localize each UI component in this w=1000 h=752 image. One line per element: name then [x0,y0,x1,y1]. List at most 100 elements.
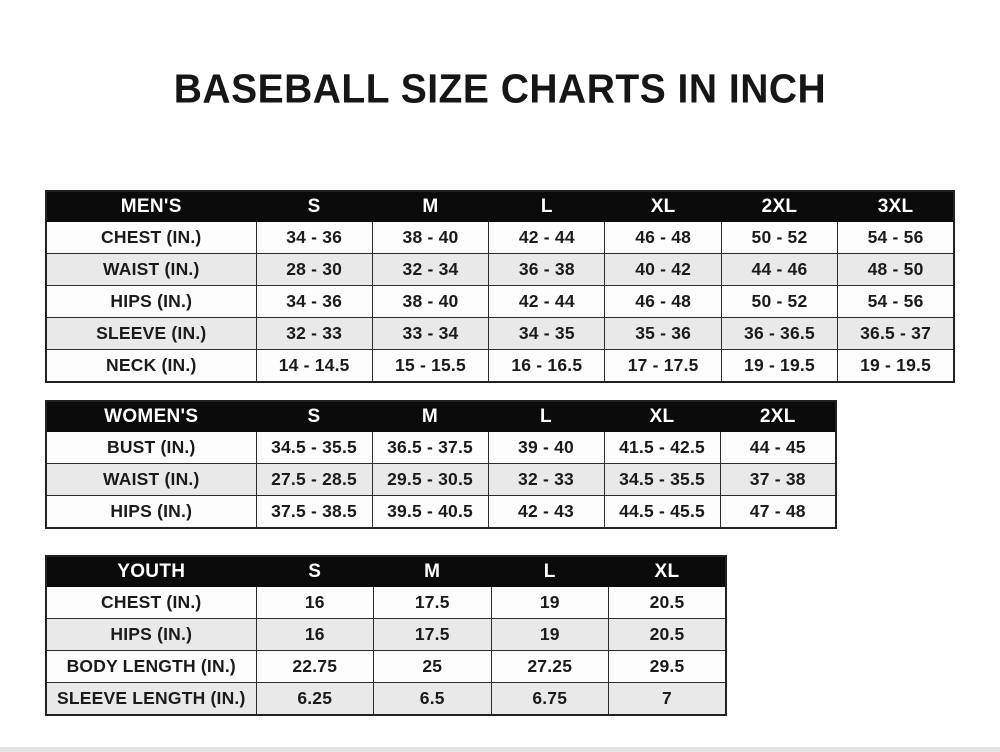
youth-row-label-cell: CHEST (IN.) [45,586,257,619]
youth-header-row: YOUTH S M L XL [45,555,727,587]
womens-size-table: WOMEN'S S M L XL 2XL BUST (IN.) 34.5 - 35.5 36.5… [45,400,837,529]
mens-size-value-cell: 15 - 15.5 [371,349,490,383]
mens-table-row: NECK (IN.) 14 - 14.5 15 - 15.5 16 - 16.5 17 … [45,349,955,383]
mens-size-value-cell: 36 - 36.5 [720,317,839,350]
mens-size-table: MEN'S S M L XL 2XL 3XL CHEST (IN.) 34 - 36 38 - 4… [45,190,955,383]
youth-size-value-cell: 16 [255,586,374,619]
womens-table-row: BUST (IN.) 34.5 - 35.5 36.5 - 37.5 39 - 40 4… [45,431,837,464]
mens-row-label-cell: CHEST (IN.) [45,221,257,254]
womens-size-value-cell: 36.5 - 37.5 [371,431,489,464]
mens-size-value-cell: 38 - 40 [371,285,490,318]
youth-table-row: HIPS (IN.) 16 17.5 19 20.5 [45,618,727,651]
mens-size-value-cell: 33 - 34 [371,317,490,350]
youth-size-value-cell: 27.25 [490,650,609,683]
mens-size-value-cell: 42 - 44 [488,221,606,254]
mens-size-value-cell: 44 - 46 [720,253,839,286]
womens-row-label-cell: BUST (IN.) [45,431,257,464]
youth-row-label-cell: HIPS (IN.) [45,618,257,651]
womens-table-row: WAIST (IN.) 27.5 - 28.5 29.5 - 30.5 32 - 33… [45,463,837,496]
mens-row-label-cell: SLEEVE (IN.) [45,317,257,350]
youth-size-value-cell: 16 [255,618,374,651]
youth-size-header-cell: S [255,555,374,587]
womens-size-header-cell: S [255,400,373,432]
womens-size-value-cell: 32 - 33 [487,463,605,496]
womens-size-value-cell: 44.5 - 45.5 [603,495,721,529]
mens-size-value-cell: 40 - 42 [604,253,722,286]
womens-size-header-cell: L [487,400,605,432]
mens-size-value-cell: 46 - 48 [604,285,722,318]
womens-row-label-cell: WAIST (IN.) [45,463,257,496]
mens-size-value-cell: 19 - 19.5 [837,349,955,383]
youth-size-value-cell: 19 [490,618,609,651]
mens-group-header-cell: MEN'S [45,190,257,222]
womens-header-row: WOMEN'S S M L XL 2XL [45,400,837,432]
youth-size-value-cell: 19 [490,586,609,619]
youth-group-header-cell: YOUTH [45,555,257,587]
womens-size-value-cell: 37.5 - 38.5 [255,495,373,529]
mens-size-header-cell: 3XL [837,190,955,222]
mens-size-value-cell: 34 - 36 [255,285,373,318]
mens-row-label-cell: NECK (IN.) [45,349,257,383]
womens-size-value-cell: 34.5 - 35.5 [255,431,373,464]
mens-size-value-cell: 35 - 36 [604,317,722,350]
page-title: BASEBALL SIZE CHARTS IN INCH [173,67,827,112]
mens-size-value-cell: 50 - 52 [720,285,839,318]
womens-table-row: HIPS (IN.) 37.5 - 38.5 39.5 - 40.5 42 - 43 4… [45,495,837,529]
mens-size-value-cell: 14 - 14.5 [255,349,373,383]
womens-size-value-cell: 39 - 40 [487,431,605,464]
mens-size-header-cell: XL [604,190,722,222]
mens-size-header-cell: 2XL [720,190,839,222]
youth-table-row: CHEST (IN.) 16 17.5 19 20.5 [45,586,727,619]
mens-size-value-cell: 36.5 - 37 [837,317,955,350]
womens-size-value-cell: 41.5 - 42.5 [603,431,721,464]
womens-size-header-cell: 2XL [719,400,837,432]
mens-size-value-cell: 38 - 40 [371,221,490,254]
youth-size-value-cell: 7 [608,682,727,716]
youth-row-label-cell: BODY LENGTH (IN.) [45,650,257,683]
womens-size-value-cell: 29.5 - 30.5 [371,463,489,496]
mens-table-row: WAIST (IN.) 28 - 30 32 - 34 36 - 38 40 - 42 4… [45,253,955,286]
womens-size-value-cell: 34.5 - 35.5 [603,463,721,496]
youth-size-value-cell: 22.75 [255,650,374,683]
mens-header-row: MEN'S S M L XL 2XL 3XL [45,190,955,222]
mens-size-value-cell: 28 - 30 [255,253,373,286]
mens-size-header-cell: S [255,190,373,222]
womens-size-value-cell: 27.5 - 28.5 [255,463,373,496]
womens-size-value-cell: 37 - 38 [719,463,837,496]
mens-size-value-cell: 54 - 56 [837,285,955,318]
womens-row-label-cell: HIPS (IN.) [45,495,257,529]
youth-size-value-cell: 17.5 [373,586,492,619]
mens-size-value-cell: 16 - 16.5 [488,349,606,383]
youth-size-header-cell: M [373,555,492,587]
mens-row-label-cell: HIPS (IN.) [45,285,257,318]
scan-edge-artifact [0,747,1000,752]
youth-size-value-cell: 6.5 [373,682,492,716]
youth-size-value-cell: 6.25 [255,682,374,716]
mens-size-value-cell: 42 - 44 [488,285,606,318]
mens-size-value-cell: 34 - 35 [488,317,606,350]
womens-size-header-cell: M [371,400,489,432]
youth-size-header-cell: L [490,555,609,587]
mens-size-value-cell: 46 - 48 [604,221,722,254]
womens-size-value-cell: 42 - 43 [487,495,605,529]
youth-size-table: YOUTH S M L XL CHEST (IN.) 16 17.5 19 20.5 HIPS (I… [45,555,727,716]
youth-table-row: BODY LENGTH (IN.) 22.75 25 27.25 29.5 [45,650,727,683]
youth-table-row: SLEEVE LENGTH (IN.) 6.25 6.5 6.75 7 [45,682,727,716]
womens-size-value-cell: 44 - 45 [719,431,837,464]
youth-size-value-cell: 20.5 [608,618,727,651]
youth-size-value-cell: 6.75 [490,682,609,716]
mens-size-value-cell: 54 - 56 [837,221,955,254]
mens-size-value-cell: 17 - 17.5 [604,349,722,383]
womens-size-value-cell: 47 - 48 [719,495,837,529]
mens-size-value-cell: 36 - 38 [488,253,606,286]
youth-size-value-cell: 17.5 [373,618,492,651]
womens-size-header-cell: XL [603,400,721,432]
mens-size-value-cell: 48 - 50 [837,253,955,286]
youth-size-value-cell: 25 [373,650,492,683]
mens-size-value-cell: 19 - 19.5 [720,349,839,383]
mens-size-value-cell: 34 - 36 [255,221,373,254]
womens-size-value-cell: 39.5 - 40.5 [371,495,489,529]
womens-group-header-cell: WOMEN'S [45,400,257,432]
mens-table-row: SLEEVE (IN.) 32 - 33 33 - 34 34 - 35 35 - 36… [45,317,955,350]
